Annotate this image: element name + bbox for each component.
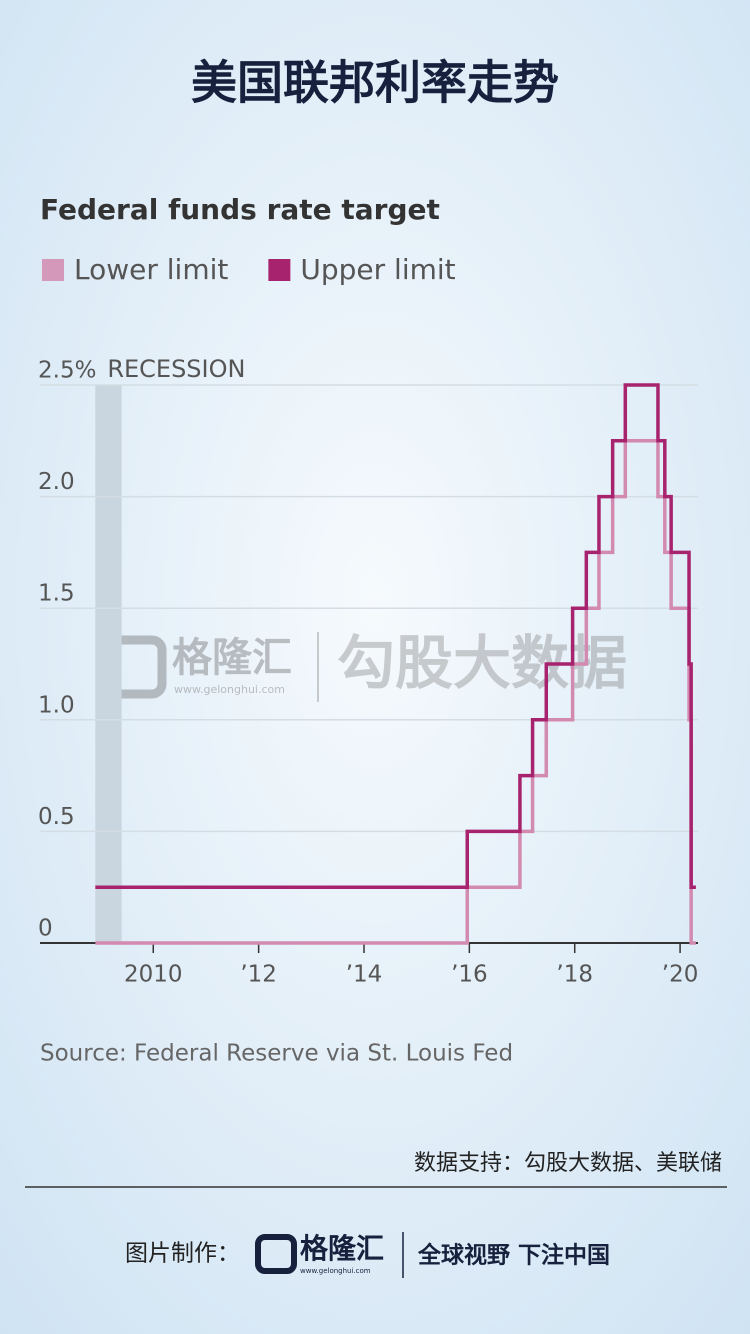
legend-label: Upper limit	[300, 253, 455, 286]
footer-brand: 格隆汇	[300, 1232, 384, 1265]
rate-line	[95, 383, 696, 889]
y-tick-label: 2.5%	[38, 358, 96, 384]
footer-credit: 数据支持：勾股大数据、美联储	[414, 1151, 722, 1176]
recession-label: RECESSION	[107, 355, 245, 383]
legend-label: Lower limit	[74, 253, 228, 286]
source: Source: Federal Reserve via St. Louis Fe…	[40, 1041, 513, 1067]
page-title: 美国联邦利率走势	[191, 56, 559, 110]
footer-url: www.gelonghui.com	[300, 1267, 371, 1275]
watermark-url: www.gelonghui.com	[174, 683, 285, 696]
y-tick-label: 1.0	[38, 692, 75, 718]
x-tick-label: ’18	[556, 962, 593, 988]
y-tick-label: 0	[38, 916, 53, 942]
recession-band	[95, 385, 122, 943]
x-tick-label: ’20	[662, 962, 699, 988]
y-tick-label: 2.0	[38, 469, 75, 495]
x-tick-label: ’16	[451, 962, 488, 988]
legend-swatch	[268, 259, 291, 281]
y-tick-label: 1.5	[38, 581, 75, 607]
x-tick-label: 2010	[124, 962, 183, 988]
legend-swatch	[42, 259, 64, 281]
watermark-brand: 格隆汇	[172, 635, 292, 681]
rate-line	[95, 439, 696, 945]
footer-made-by: 图片制作：	[125, 1241, 240, 1267]
footer-slogan: 全球视野 下注中国	[417, 1242, 610, 1269]
x-tick-label: ’12	[240, 962, 277, 988]
footer-logo	[255, 1234, 297, 1274]
x-tick-label: ’14	[346, 962, 383, 988]
y-tick-label: 0.5	[38, 804, 75, 830]
chart-title: Federal funds rate target	[40, 193, 440, 226]
